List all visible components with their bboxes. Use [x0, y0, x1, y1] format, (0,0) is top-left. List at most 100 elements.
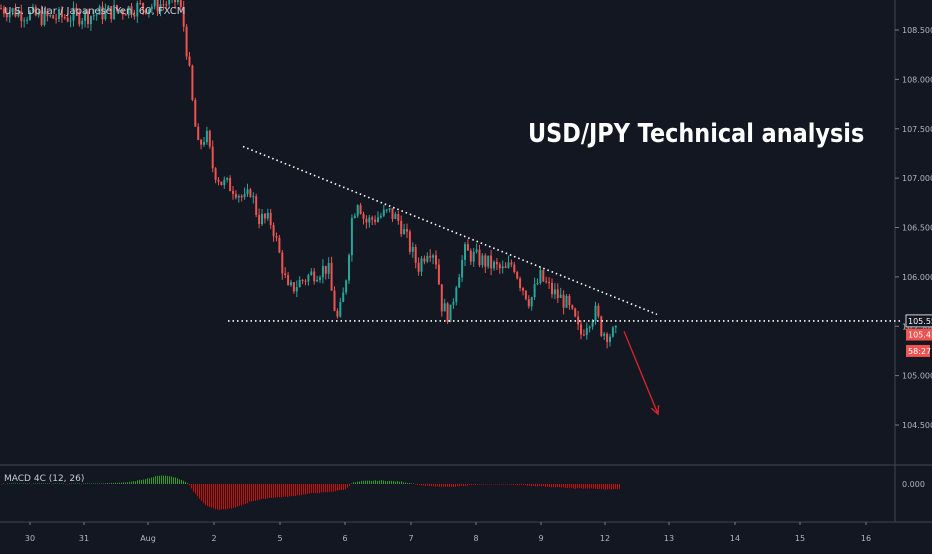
macd-bar — [321, 484, 322, 493]
macd-bar — [535, 484, 536, 487]
macd-bar — [401, 481, 402, 484]
candle-body — [374, 219, 377, 222]
price-label-text: 105.554 — [908, 317, 932, 326]
macd-bar — [459, 484, 460, 487]
candle-body — [40, 11, 43, 25]
candle-body — [342, 292, 345, 302]
candle-body — [11, 8, 14, 12]
macd-bar — [483, 484, 484, 485]
macd-bar — [421, 484, 422, 486]
macd-bar — [471, 484, 472, 485]
candle-body — [87, 11, 89, 25]
macd-bar — [617, 484, 618, 490]
macd-bar — [261, 484, 262, 500]
candle-body — [379, 215, 382, 218]
macd-bar — [507, 484, 508, 485]
candle-body — [446, 303, 449, 322]
candle-body — [394, 214, 397, 219]
macd-bar — [27, 483, 28, 484]
macd-bar — [545, 484, 546, 487]
candle-body — [388, 208, 391, 210]
x-axis-tick-label: 6 — [342, 534, 347, 543]
macd-bar — [593, 484, 594, 489]
candle-body — [136, 3, 139, 17]
macd-bar — [427, 484, 428, 486]
macd-bar — [103, 483, 104, 484]
macd-bar — [147, 478, 148, 484]
candle-body — [533, 284, 536, 298]
macd-bar — [595, 484, 596, 489]
macd-bar — [291, 484, 292, 497]
candle-body — [304, 280, 307, 282]
macd-bar — [467, 484, 468, 486]
macd-bar — [509, 484, 510, 485]
candle-body — [246, 189, 249, 195]
candle-body — [214, 168, 217, 180]
candle-body — [258, 214, 261, 225]
macd-bar — [269, 484, 270, 498]
x-axis-tick-label: Aug — [140, 534, 156, 543]
x-axis-tick-label: 15 — [795, 534, 805, 543]
macd-bar — [469, 484, 470, 486]
macd-bar — [149, 478, 150, 484]
macd-bar — [255, 484, 256, 501]
candle-body — [426, 255, 429, 262]
macd-bar — [601, 484, 602, 490]
macd-bar — [121, 482, 122, 484]
macd-bar — [487, 484, 488, 485]
y-axis-tick-label: 106.500 — [902, 224, 932, 233]
candle-body — [493, 261, 495, 269]
macd-bar — [275, 484, 276, 498]
candle-body — [403, 229, 406, 235]
candle-body — [301, 280, 304, 282]
macd-bar — [97, 483, 98, 484]
candle-body — [385, 209, 388, 211]
macd-indicator-label[interactable]: MACD 4C (12, 26) — [4, 474, 85, 484]
price-label-text: 105.416 — [908, 331, 932, 340]
candle-body — [142, 3, 145, 10]
macd-bar — [573, 484, 574, 489]
y-axis-tick-label: 107.000 — [902, 174, 932, 183]
macd-bar — [407, 482, 408, 484]
macd-bar — [605, 484, 606, 490]
macd-bar — [241, 484, 242, 506]
candle-body — [165, 4, 168, 6]
macd-bar — [59, 483, 60, 484]
macd-bar — [607, 484, 608, 490]
macd-bar — [589, 484, 590, 489]
macd-bar — [315, 484, 316, 494]
macd-bar — [55, 483, 56, 484]
macd-bar — [165, 475, 166, 484]
macd-bar — [137, 480, 138, 484]
macd-bar — [429, 484, 430, 487]
macd-bar — [553, 484, 554, 487]
candle-body — [414, 246, 417, 263]
macd-bar — [91, 483, 92, 484]
candle-body — [101, 6, 104, 20]
price-label-box — [906, 328, 932, 341]
candle-body — [188, 56, 191, 66]
candle-body — [611, 327, 614, 337]
candle-body — [400, 220, 403, 235]
candle-body — [452, 302, 455, 305]
macd-bar — [609, 484, 610, 490]
macd-bar — [273, 484, 274, 498]
candle-body — [571, 305, 574, 309]
candle-body — [240, 195, 243, 198]
macd-bar — [201, 484, 202, 501]
macd-bar — [111, 482, 112, 484]
candle-body — [594, 305, 597, 322]
macd-bar — [7, 483, 8, 484]
candle-body — [507, 262, 510, 268]
macd-bar — [243, 484, 244, 505]
candle-body — [472, 251, 475, 262]
candle-body — [585, 328, 588, 336]
macd-bar — [379, 480, 380, 484]
macd-bar — [521, 484, 522, 485]
candle-body — [179, 0, 182, 7]
candle-body — [455, 287, 458, 303]
macd-bar — [473, 484, 474, 485]
macd-bar — [343, 484, 344, 491]
macd-bar — [193, 484, 194, 492]
